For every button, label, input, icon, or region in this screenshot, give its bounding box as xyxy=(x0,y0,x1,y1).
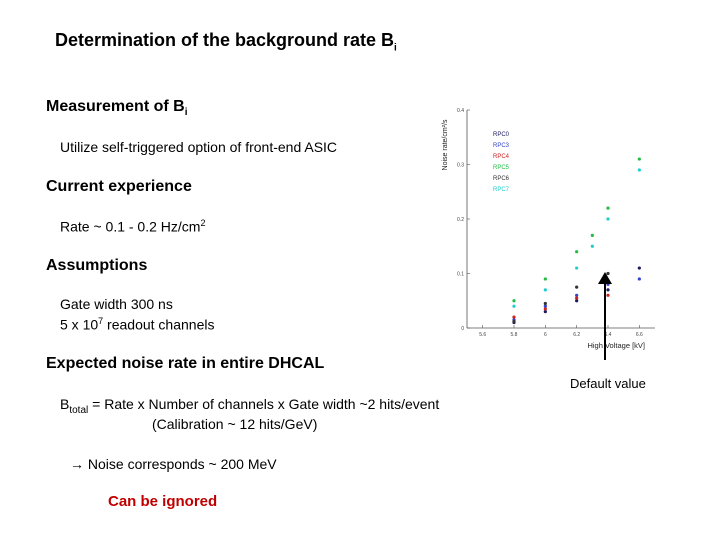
calibration-text: (Calibration ~ 12 hits/GeV) xyxy=(152,416,318,432)
data-point xyxy=(512,304,516,308)
data-point xyxy=(575,293,579,297)
data-point xyxy=(606,288,610,292)
noise-rate-chart: 5.6 5.8 6 6.2 6.4 6.6 0 0.1 0.2 0.3 0.4 High Voltag… xyxy=(442,108,655,350)
data-point xyxy=(590,233,594,237)
data-point xyxy=(512,319,516,324)
y-tick-label: 0 xyxy=(461,326,464,332)
data-point xyxy=(590,244,594,248)
data-point xyxy=(575,266,579,270)
assumptions-heading: Assumptions xyxy=(46,257,148,274)
default-value-label: Default value xyxy=(570,376,646,391)
data-point xyxy=(606,217,610,221)
conclusion-text: Can be ignored xyxy=(108,493,218,510)
x-tick-label: 6.6 xyxy=(636,332,643,338)
legend-entry: RPC0 xyxy=(493,132,510,138)
readout-channels-text: 5 x 107 readout channels xyxy=(60,316,215,333)
x-tick-label: 6 xyxy=(544,332,547,338)
data-point xyxy=(575,296,579,300)
btotal-formula: Btotal = Rate x Number of channels x Gat… xyxy=(60,396,440,416)
data-point xyxy=(512,315,516,319)
noise-heading: Expected noise rate in entire DHCAL xyxy=(46,355,325,372)
data-point xyxy=(637,157,641,161)
slide-title: Determination of the background rate Bi xyxy=(55,30,397,54)
x-tick-label: 5.6 xyxy=(479,332,486,338)
legend-entry: RPC6 xyxy=(493,176,510,182)
data-point xyxy=(637,266,641,270)
x-tick-label: 6.2 xyxy=(573,332,580,338)
legend-entry: RPC3 xyxy=(493,143,510,149)
experience-heading: Current experience xyxy=(46,178,192,195)
data-point xyxy=(543,277,547,281)
measurement-heading: Measurement of Bi xyxy=(46,98,188,119)
x-axis-label: High Voltage [kV] xyxy=(587,341,645,350)
x-tick-label: 6.4 xyxy=(605,332,612,338)
data-point xyxy=(575,299,579,303)
x-tick-label: 5.8 xyxy=(511,332,518,338)
data-point xyxy=(543,310,547,314)
y-tick-label: 0.4 xyxy=(457,108,464,114)
data-point xyxy=(575,285,579,289)
legend-entry: RPC7 xyxy=(493,187,510,193)
data-point xyxy=(606,293,610,297)
arrow-shaft xyxy=(604,282,606,360)
legend-entry: RPC4 xyxy=(493,154,510,160)
data-point xyxy=(575,250,579,254)
y-tick-label: 0.2 xyxy=(457,217,464,223)
data-point xyxy=(543,288,547,292)
noise-result: → Noise corresponds ~ 200 MeV xyxy=(70,456,277,472)
measurement-text: Utilize self-triggered option of front-e… xyxy=(60,139,338,155)
data-point xyxy=(512,299,516,303)
data-point xyxy=(543,304,547,308)
data-point xyxy=(637,168,641,172)
data-point xyxy=(543,307,547,311)
y-axis-label: Noise rate/cm²/s xyxy=(442,119,449,170)
right-arrow-icon: → xyxy=(70,456,84,472)
experience-text: Rate ~ 0.1 - 0.2 Hz/cm2 xyxy=(60,218,206,235)
data-point xyxy=(637,277,641,281)
arrow-up-icon xyxy=(598,272,612,284)
legend-entry: RPC5 xyxy=(493,165,510,171)
data-point xyxy=(543,301,547,306)
gate-width-text: Gate width 300 ns xyxy=(60,296,173,312)
data-point xyxy=(606,206,610,210)
y-tick-label: 0.3 xyxy=(457,163,464,169)
y-tick-label: 0.1 xyxy=(457,272,464,278)
